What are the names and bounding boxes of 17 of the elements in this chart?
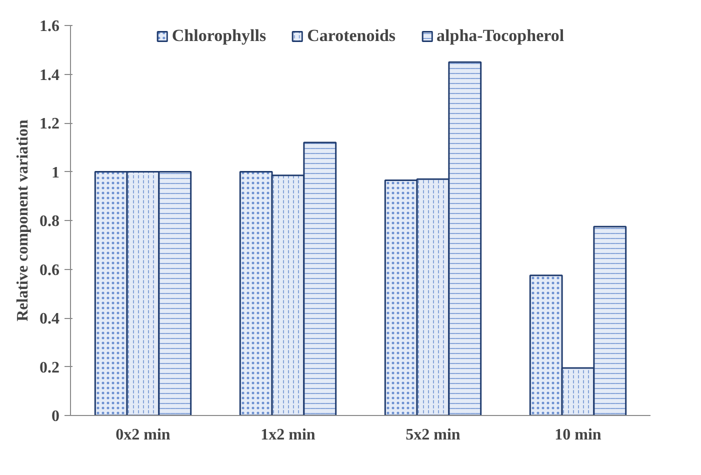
y-axis-title: Relative component variation: [14, 120, 32, 322]
y-tick-label: 1: [52, 164, 60, 182]
y-tick-label: 1.4: [40, 66, 60, 84]
y-tick-label: 1.6: [40, 18, 60, 35]
y-tick-label: 0.6: [40, 262, 60, 279]
legend-label: Carotenoids: [307, 26, 396, 46]
legend-label: alpha-Tocopherol: [436, 26, 564, 46]
x-tick-label: 0x2 min: [116, 426, 170, 444]
x-tick-label: 10 min: [554, 426, 602, 444]
y-tick-label: 0.4: [40, 310, 60, 328]
x-tick-label: 1x2 min: [260, 426, 316, 444]
y-tick-label: 0.2: [40, 359, 60, 376]
y-tick-label: 0: [52, 408, 60, 425]
y-tick-label: 0.8: [40, 213, 60, 230]
x-tick-label: 5x2 min: [406, 426, 460, 444]
y-tick-label: 1.2: [40, 116, 60, 132]
legend-label: Chlorophylls: [172, 26, 266, 46]
